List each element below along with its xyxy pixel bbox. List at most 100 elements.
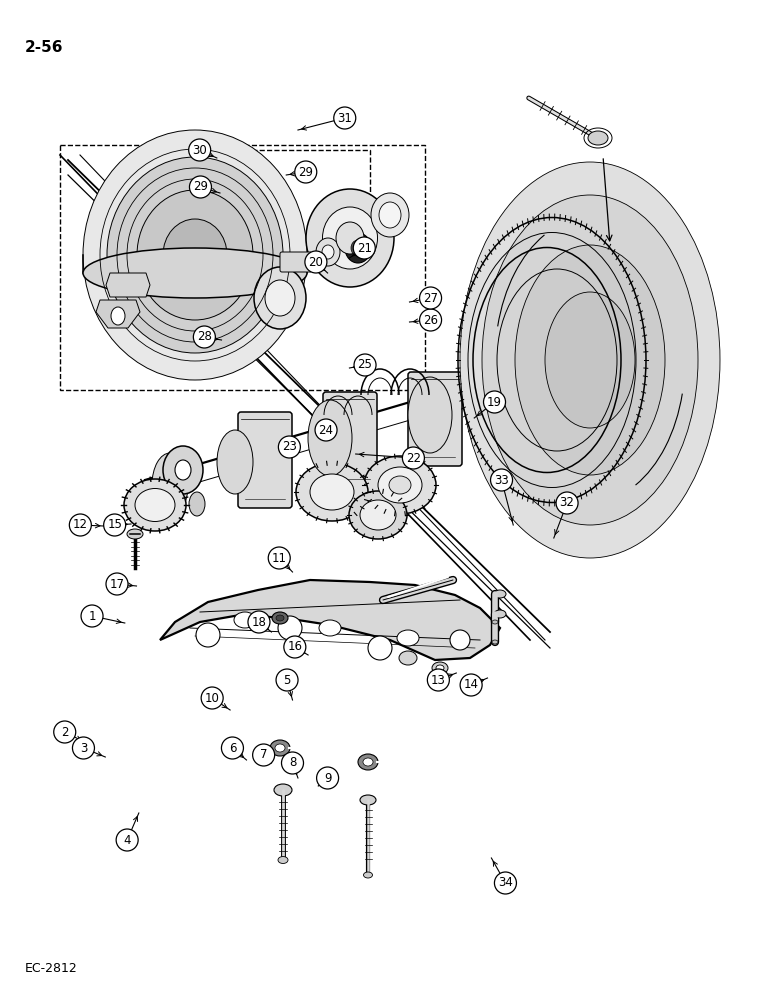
- Ellipse shape: [308, 400, 352, 476]
- Ellipse shape: [379, 202, 401, 228]
- Circle shape: [334, 107, 356, 129]
- Circle shape: [315, 419, 337, 441]
- Polygon shape: [160, 580, 500, 660]
- Text: 28: 28: [197, 330, 212, 344]
- Ellipse shape: [515, 245, 665, 475]
- FancyBboxPatch shape: [323, 392, 377, 488]
- Circle shape: [69, 514, 91, 536]
- Circle shape: [73, 737, 94, 759]
- Text: 23: 23: [282, 440, 297, 454]
- Text: 31: 31: [337, 111, 353, 124]
- Ellipse shape: [545, 341, 585, 409]
- Ellipse shape: [364, 456, 436, 514]
- Ellipse shape: [272, 612, 288, 624]
- Text: 22: 22: [406, 452, 421, 464]
- Ellipse shape: [482, 195, 698, 525]
- Ellipse shape: [371, 193, 409, 237]
- Text: 33: 33: [495, 474, 509, 487]
- Circle shape: [190, 176, 211, 198]
- Circle shape: [427, 669, 449, 691]
- Circle shape: [278, 616, 302, 640]
- Ellipse shape: [163, 446, 203, 494]
- Text: 10: 10: [204, 692, 220, 704]
- Circle shape: [420, 287, 441, 309]
- Ellipse shape: [363, 758, 373, 766]
- Ellipse shape: [360, 795, 376, 805]
- Ellipse shape: [545, 292, 635, 428]
- Circle shape: [193, 326, 215, 348]
- Text: 30: 30: [193, 143, 207, 156]
- Ellipse shape: [588, 131, 608, 145]
- Circle shape: [222, 737, 243, 759]
- Circle shape: [305, 251, 327, 273]
- Ellipse shape: [189, 492, 205, 516]
- Ellipse shape: [254, 267, 306, 329]
- Ellipse shape: [265, 280, 295, 316]
- Ellipse shape: [127, 529, 143, 539]
- Ellipse shape: [83, 130, 307, 380]
- Ellipse shape: [107, 157, 283, 353]
- Text: 12: 12: [73, 518, 88, 532]
- Ellipse shape: [399, 651, 417, 665]
- Circle shape: [295, 161, 317, 183]
- Ellipse shape: [512, 242, 668, 478]
- Circle shape: [116, 829, 138, 851]
- Ellipse shape: [488, 357, 532, 433]
- Text: 8: 8: [289, 756, 296, 770]
- Bar: [60, 145, 425, 390]
- Text: 26: 26: [423, 314, 438, 326]
- Circle shape: [282, 752, 303, 774]
- Circle shape: [354, 354, 376, 376]
- Ellipse shape: [336, 222, 364, 254]
- Text: 27: 27: [423, 292, 438, 304]
- Circle shape: [450, 630, 470, 650]
- Ellipse shape: [349, 491, 407, 539]
- Text: 6: 6: [229, 742, 236, 754]
- Circle shape: [420, 309, 441, 331]
- Circle shape: [402, 447, 424, 469]
- Circle shape: [189, 139, 211, 161]
- Polygon shape: [106, 273, 150, 297]
- FancyBboxPatch shape: [238, 412, 292, 508]
- Ellipse shape: [306, 189, 394, 287]
- Circle shape: [276, 669, 298, 691]
- Polygon shape: [96, 300, 140, 328]
- Ellipse shape: [322, 245, 334, 259]
- Circle shape: [253, 744, 275, 766]
- Circle shape: [201, 687, 223, 709]
- Text: 17: 17: [109, 578, 125, 590]
- Circle shape: [196, 623, 220, 647]
- Ellipse shape: [492, 620, 498, 624]
- Ellipse shape: [345, 233, 371, 263]
- Text: 25: 25: [357, 359, 373, 371]
- Text: 5: 5: [283, 674, 291, 686]
- Text: 14: 14: [463, 678, 479, 692]
- Text: 4: 4: [123, 834, 131, 846]
- FancyBboxPatch shape: [280, 252, 312, 272]
- Circle shape: [106, 573, 128, 595]
- Ellipse shape: [378, 467, 422, 503]
- Text: EC-2812: EC-2812: [25, 962, 78, 975]
- Ellipse shape: [436, 665, 444, 671]
- Ellipse shape: [152, 453, 188, 517]
- Text: 3: 3: [80, 742, 87, 754]
- Text: 7: 7: [260, 748, 268, 762]
- Ellipse shape: [111, 307, 125, 325]
- Ellipse shape: [541, 242, 696, 478]
- Ellipse shape: [276, 615, 284, 621]
- Ellipse shape: [124, 479, 186, 531]
- Ellipse shape: [492, 640, 498, 644]
- Text: 24: 24: [318, 424, 334, 436]
- Circle shape: [556, 492, 578, 514]
- Ellipse shape: [397, 630, 419, 646]
- FancyBboxPatch shape: [485, 357, 535, 448]
- Bar: [215, 150, 370, 250]
- FancyBboxPatch shape: [408, 372, 462, 466]
- Ellipse shape: [234, 612, 256, 628]
- Ellipse shape: [270, 740, 290, 756]
- Circle shape: [317, 767, 339, 789]
- Circle shape: [495, 872, 516, 894]
- Circle shape: [54, 721, 76, 743]
- Ellipse shape: [316, 238, 340, 266]
- Circle shape: [284, 636, 306, 658]
